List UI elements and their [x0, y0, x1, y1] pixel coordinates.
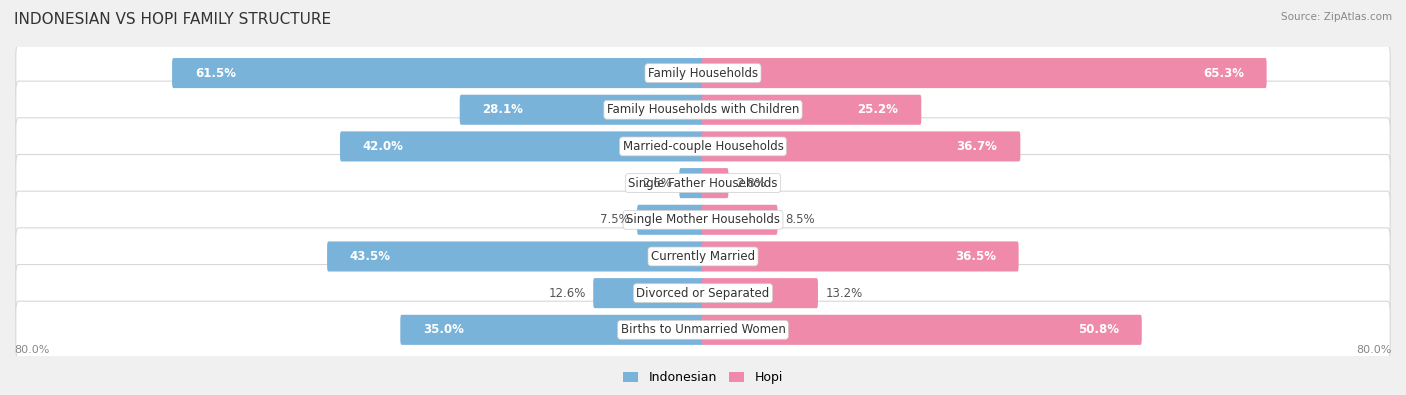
Text: 80.0%: 80.0% [1357, 345, 1392, 355]
Text: Family Households with Children: Family Households with Children [607, 103, 799, 116]
Text: 35.0%: 35.0% [423, 324, 464, 336]
FancyBboxPatch shape [679, 168, 704, 198]
Text: 43.5%: 43.5% [350, 250, 391, 263]
FancyBboxPatch shape [702, 241, 1018, 271]
FancyBboxPatch shape [172, 58, 704, 88]
Text: Currently Married: Currently Married [651, 250, 755, 263]
Text: 36.7%: 36.7% [956, 140, 997, 153]
FancyBboxPatch shape [702, 95, 921, 125]
FancyBboxPatch shape [702, 58, 1267, 88]
FancyBboxPatch shape [328, 241, 704, 271]
Text: 36.5%: 36.5% [955, 250, 995, 263]
Text: 61.5%: 61.5% [195, 67, 236, 79]
FancyBboxPatch shape [15, 301, 1391, 358]
FancyBboxPatch shape [15, 265, 1391, 322]
Text: 65.3%: 65.3% [1202, 67, 1244, 79]
FancyBboxPatch shape [15, 118, 1391, 175]
Text: 80.0%: 80.0% [14, 345, 49, 355]
FancyBboxPatch shape [401, 315, 704, 345]
Text: Single Mother Households: Single Mother Households [626, 213, 780, 226]
FancyBboxPatch shape [15, 191, 1391, 248]
Text: 50.8%: 50.8% [1078, 324, 1119, 336]
Text: 2.8%: 2.8% [735, 177, 765, 190]
Text: Births to Unmarried Women: Births to Unmarried Women [620, 324, 786, 336]
FancyBboxPatch shape [15, 45, 1391, 102]
FancyBboxPatch shape [702, 315, 1142, 345]
Text: 12.6%: 12.6% [548, 287, 586, 300]
Text: 42.0%: 42.0% [363, 140, 404, 153]
FancyBboxPatch shape [593, 278, 704, 308]
FancyBboxPatch shape [702, 168, 728, 198]
FancyBboxPatch shape [702, 132, 1021, 162]
FancyBboxPatch shape [15, 81, 1391, 138]
FancyBboxPatch shape [637, 205, 704, 235]
Text: Married-couple Households: Married-couple Households [623, 140, 783, 153]
Text: 7.5%: 7.5% [600, 213, 630, 226]
Text: 13.2%: 13.2% [825, 287, 862, 300]
FancyBboxPatch shape [15, 154, 1391, 212]
Legend: Indonesian, Hopi: Indonesian, Hopi [619, 366, 787, 389]
Text: 8.5%: 8.5% [785, 213, 814, 226]
FancyBboxPatch shape [702, 278, 818, 308]
Text: 28.1%: 28.1% [482, 103, 523, 116]
Text: 25.2%: 25.2% [858, 103, 898, 116]
FancyBboxPatch shape [15, 228, 1391, 285]
Text: Source: ZipAtlas.com: Source: ZipAtlas.com [1281, 12, 1392, 22]
FancyBboxPatch shape [460, 95, 704, 125]
Text: Family Households: Family Households [648, 67, 758, 79]
Text: Divorced or Separated: Divorced or Separated [637, 287, 769, 300]
Text: Single Father Households: Single Father Households [628, 177, 778, 190]
Text: INDONESIAN VS HOPI FAMILY STRUCTURE: INDONESIAN VS HOPI FAMILY STRUCTURE [14, 12, 332, 27]
Text: 2.6%: 2.6% [643, 177, 672, 190]
FancyBboxPatch shape [340, 132, 704, 162]
FancyBboxPatch shape [702, 205, 778, 235]
